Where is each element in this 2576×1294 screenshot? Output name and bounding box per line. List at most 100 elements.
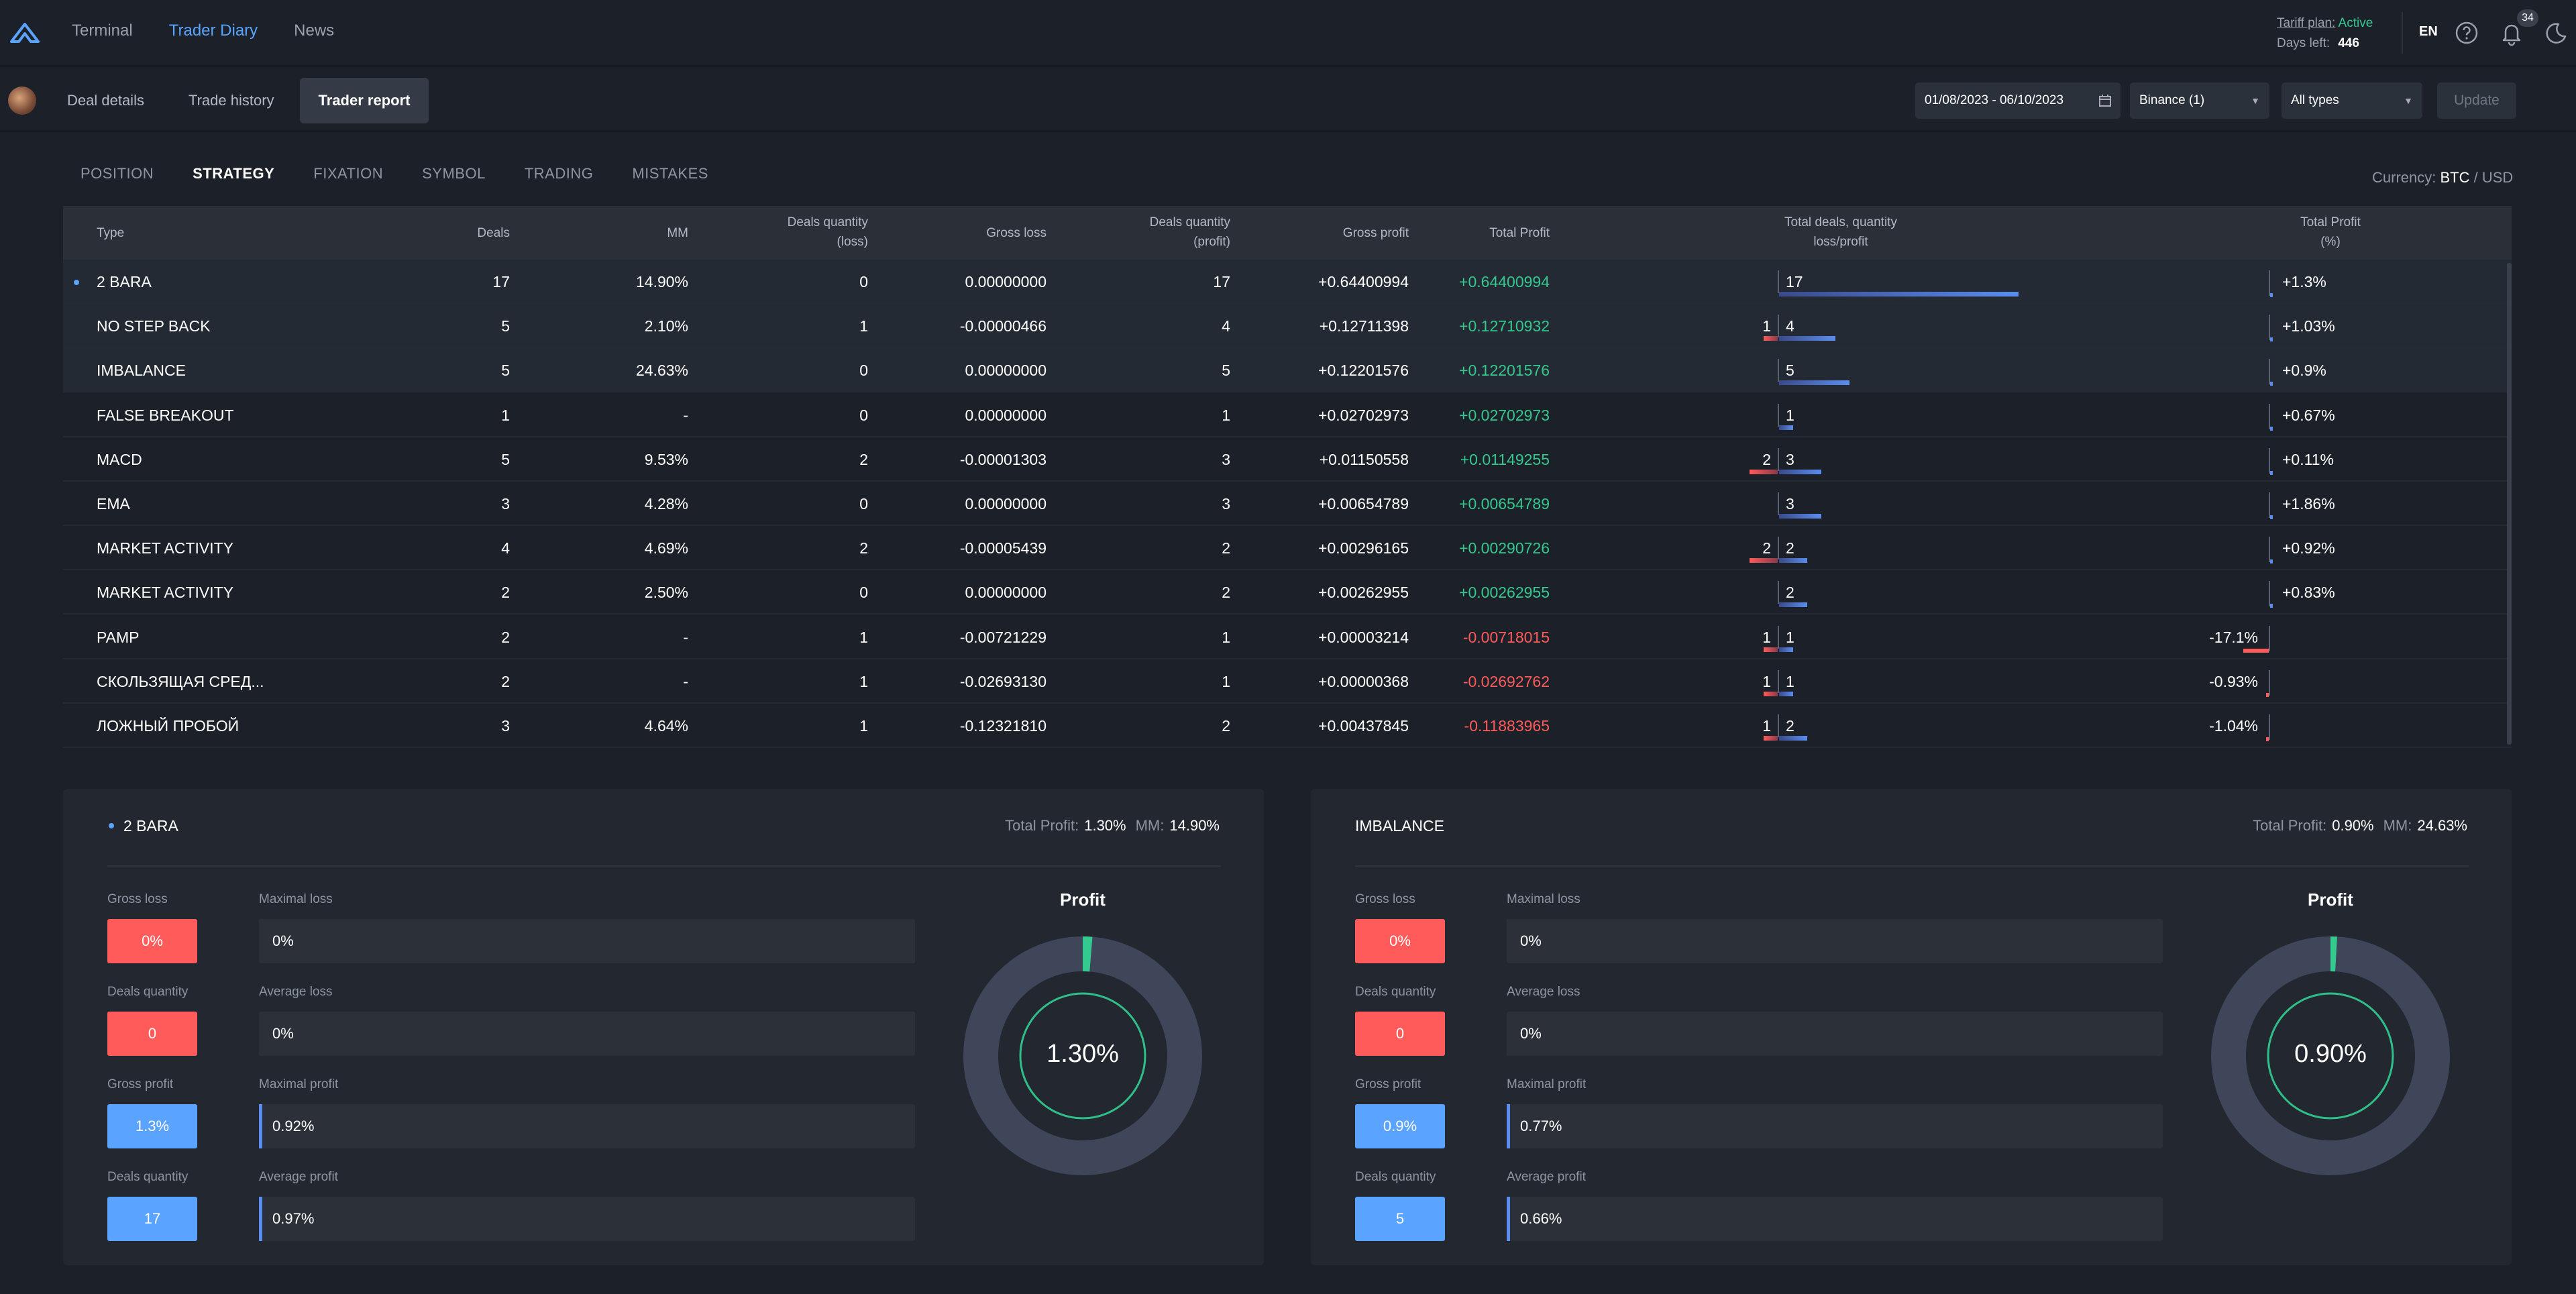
cell-dq-profit: 3: [1222, 495, 1230, 513]
dq-profit-value: 5: [1355, 1197, 1445, 1241]
cell-gross-loss: -0.00000466: [959, 317, 1046, 335]
table-header: Type Deals MM Deals quantity (loss) Gross…: [63, 206, 2512, 260]
col-deals[interactable]: Deals: [477, 226, 510, 240]
table-row[interactable]: 2 BARA 17 14.90% 0 0.00000000 17 +0.64400994 +0…: [63, 260, 2512, 304]
cell-dq-profit: 1: [1222, 672, 1230, 690]
profit-count: 17: [1786, 273, 1803, 290]
tariff-plan-link[interactable]: Tariff plan:: [2277, 16, 2336, 30]
table-row[interactable]: PAMP 2 - 1 -0.00721229 1 +0.00003214 -0.0071801…: [63, 615, 2512, 659]
loss-count: 1: [1762, 317, 1771, 335]
currency-btc[interactable]: BTC: [2440, 169, 2470, 186]
profit-count: 3: [1786, 495, 1794, 513]
deals-axis: [1778, 526, 1779, 570]
cell-mm: 14.90%: [635, 273, 688, 290]
tab-trade-history[interactable]: Trade history: [188, 92, 274, 109]
donut-profit-arc: [963, 936, 1202, 1175]
pct-bar: [2270, 426, 2273, 431]
pct-axis: [2269, 359, 2270, 385]
cell-mm: 4.64%: [644, 717, 688, 735]
tab-trading[interactable]: TRADING: [524, 165, 594, 182]
tab-symbol[interactable]: SYMBOL: [422, 165, 486, 182]
avg-loss-label: Average loss: [1507, 985, 1580, 999]
table-row[interactable]: ЛОЖНЫЙ ПРОБОЙ 3 4.64% 1 -0.12321810 2 +0.00437…: [63, 704, 2512, 748]
pct-value: -17.1%: [2209, 628, 2258, 646]
avatar[interactable]: [8, 87, 36, 115]
tariff-status: Active: [2338, 16, 2373, 30]
table-row[interactable]: СКОЛЬЗЯЩАЯ СРЕД... 2 - 1 -0.02693130 1 +0.0000…: [63, 659, 2512, 704]
pct-value: +1.86%: [2282, 495, 2335, 513]
table-row[interactable]: NO STEP BACK 5 2.10% 1 -0.00000466 4 +0.127113…: [63, 304, 2512, 349]
deals-axis: [1778, 615, 1779, 659]
tab-deal-details[interactable]: Deal details: [67, 92, 144, 109]
panel-title: 2 BARA: [123, 817, 178, 834]
nav-trader-diary[interactable]: Trader Diary: [168, 21, 258, 40]
update-button[interactable]: Update: [2437, 83, 2516, 119]
pct-axis: [2269, 315, 2270, 341]
date-range-picker[interactable]: 01/08/2023 - 06/10/2023: [1915, 83, 2121, 119]
cell-gross-loss: -0.02693130: [959, 672, 1046, 690]
cell-gross-profit: +0.00000368: [1318, 672, 1409, 690]
col-dq-profit[interactable]: Deals quantity (profit): [1149, 215, 1230, 249]
dq-loss-value: 0: [107, 1012, 197, 1056]
cell-deals: 5: [501, 317, 510, 335]
dq-profit-label: Deals quantity: [107, 1170, 189, 1184]
types-select[interactable]: All types ▼: [2282, 83, 2422, 119]
tab-trader-report[interactable]: Trader report: [299, 78, 429, 123]
table-row[interactable]: IMBALANCE 5 24.63% 0 0.00000000 5 +0.12201576 +…: [63, 348, 2512, 393]
profit-bar: [1779, 736, 1807, 741]
col-type[interactable]: Type: [97, 226, 125, 240]
profit-count: 2: [1786, 539, 1794, 557]
moon-icon[interactable]: [2542, 20, 2568, 46]
gross-profit-label: Gross profit: [107, 1077, 174, 1091]
help-icon[interactable]: [2454, 20, 2479, 46]
language-switch[interactable]: EN: [2419, 24, 2438, 39]
tab-mistakes[interactable]: MISTAKES: [632, 165, 708, 182]
table-scrollbar[interactable]: [2507, 263, 2512, 745]
avg-profit-value: 0.66%: [1507, 1197, 2163, 1241]
avg-loss-value: 0%: [1507, 1012, 2163, 1056]
col-total-profit-pct[interactable]: Total Profit (%): [2300, 215, 2361, 249]
col-total-deals[interactable]: Total deals, quantity loss/profit: [1784, 215, 1897, 249]
loss-count: 2: [1762, 539, 1771, 557]
currency-switch[interactable]: Currency: BTC / USD: [2372, 169, 2513, 186]
table-row[interactable]: MARKET ACTIVITY 4 4.69% 2 -0.00005439 2 +0.002…: [63, 526, 2512, 571]
col-mm[interactable]: MM: [667, 226, 688, 240]
cell-type: СКОЛЬЗЯЩАЯ СРЕД...: [97, 672, 264, 690]
cell-dq-profit: 1: [1222, 406, 1230, 424]
col-dq-loss[interactable]: Deals quantity (loss): [787, 215, 868, 249]
cell-dq-loss: 0: [859, 362, 868, 380]
cell-type: NO STEP BACK: [97, 317, 211, 335]
cell-dq-loss: 0: [859, 584, 868, 602]
nav-news[interactable]: News: [294, 21, 335, 40]
col-gross-profit[interactable]: Gross profit: [1342, 226, 1409, 240]
nav-terminal[interactable]: Terminal: [72, 21, 133, 40]
pct-value: +0.9%: [2282, 362, 2326, 380]
table-row[interactable]: FALSE BREAKOUT 1 - 0 0.00000000 1 +0.02702973 +…: [63, 393, 2512, 437]
tab-fixation[interactable]: FIXATION: [313, 165, 384, 182]
exchange-select[interactable]: Binance (1) ▼: [2130, 83, 2269, 119]
strategy-table: Type Deals MM Deals quantity (loss) Gross…: [63, 206, 2512, 759]
avg-loss-label: Average loss: [259, 985, 333, 999]
col-gross-loss[interactable]: Gross loss: [986, 226, 1046, 240]
profit-count: 3: [1786, 450, 1794, 468]
tariff-info: Tariff plan: Active Days left: 446: [2277, 12, 2373, 55]
table-row[interactable]: MACD 5 9.53% 2 -0.00001303 3 +0.01150558 +0.011…: [63, 437, 2512, 482]
tab-strategy[interactable]: STRATEGY: [193, 165, 275, 182]
pct-bar: [2266, 737, 2269, 741]
table-row[interactable]: EMA 3 4.28% 0 0.00000000 3 +0.00654789 +0.00654…: [63, 482, 2512, 526]
panel-summary: Total Profit: 1.30% MM: 14.90%: [1005, 817, 1220, 834]
col-total-profit[interactable]: Total Profit: [1489, 226, 1550, 240]
cell-mm: -: [683, 628, 688, 646]
max-profit-value: 0.92%: [259, 1104, 915, 1148]
tab-position[interactable]: POSITION: [80, 165, 154, 182]
strategy-detail-panel: IMBALANCE Total Profit: 0.90% MM: 24.63% Gr…: [1311, 789, 2512, 1265]
cell-type: IMBALANCE: [97, 362, 186, 380]
cell-deals: 2: [501, 672, 510, 690]
table-row[interactable]: MARKET ACTIVITY 2 2.50% 0 0.00000000 2 +0.0026…: [63, 570, 2512, 615]
logo-icon[interactable]: [8, 20, 42, 47]
currency-usd[interactable]: USD: [2481, 169, 2514, 186]
pct-value: +0.83%: [2282, 584, 2335, 602]
profit-count: 1: [1786, 672, 1794, 690]
cell-deals: 4: [501, 539, 510, 557]
bell-icon[interactable]: [2499, 20, 2524, 46]
